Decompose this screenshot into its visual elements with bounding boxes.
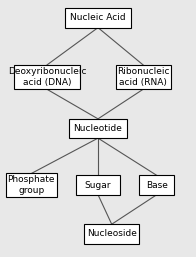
FancyBboxPatch shape (76, 175, 120, 195)
Text: Deoxyribonucleic
acid (DNA): Deoxyribonucleic acid (DNA) (8, 67, 86, 87)
Text: Nucleoside: Nucleoside (87, 229, 137, 238)
Text: Sugar: Sugar (85, 180, 111, 190)
FancyBboxPatch shape (6, 173, 57, 197)
FancyBboxPatch shape (139, 175, 174, 195)
FancyBboxPatch shape (116, 65, 171, 89)
FancyBboxPatch shape (69, 119, 127, 138)
Text: Nucleic Acid: Nucleic Acid (70, 13, 126, 23)
Text: Ribonucleic
acid (RNA): Ribonucleic acid (RNA) (117, 67, 169, 87)
FancyBboxPatch shape (65, 8, 131, 27)
FancyBboxPatch shape (14, 65, 80, 89)
Text: Base: Base (146, 180, 168, 190)
Text: Phosphate
group: Phosphate group (8, 175, 55, 195)
FancyBboxPatch shape (84, 224, 139, 244)
Text: Nucleotide: Nucleotide (74, 124, 122, 133)
